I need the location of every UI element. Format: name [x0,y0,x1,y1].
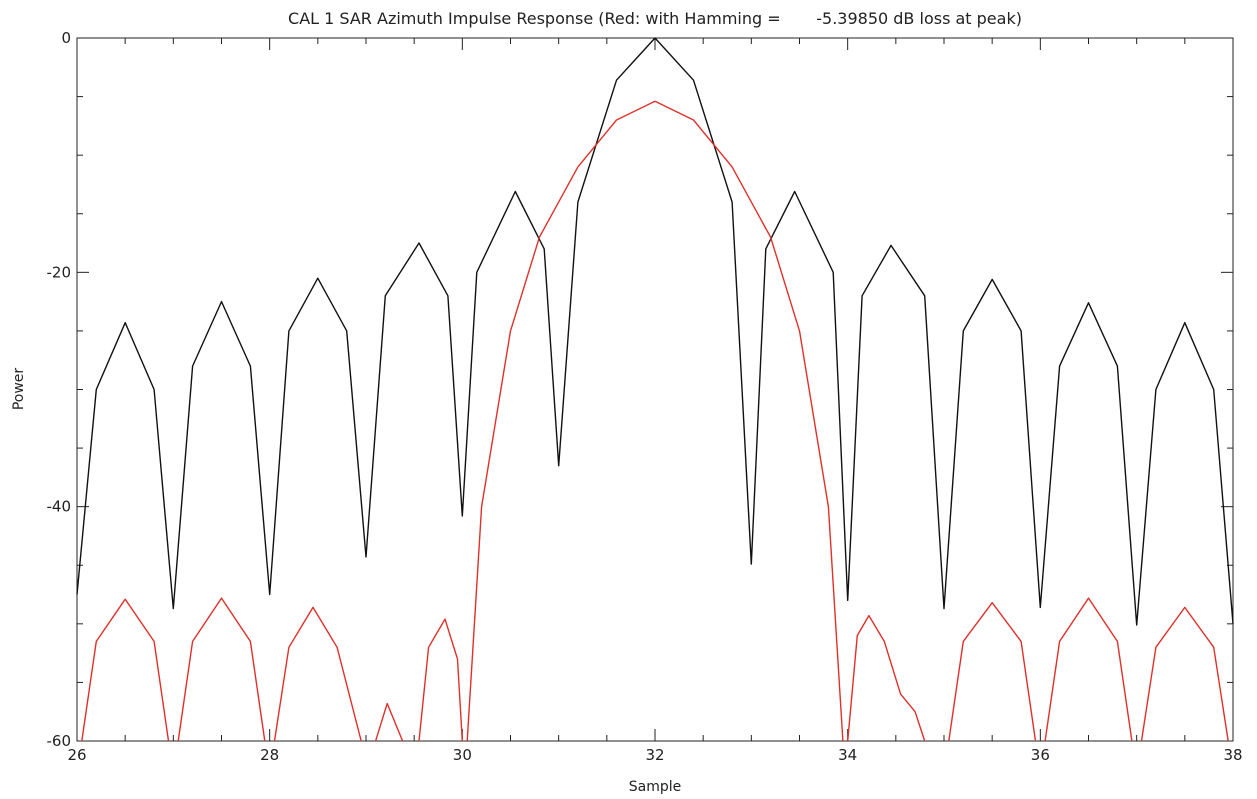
series-red-line [948,602,1037,742]
x-tick-label: 30 [453,746,472,764]
x-tick-label: 38 [1223,746,1242,764]
series-red-line [177,597,266,742]
series-layer [76,37,1234,742]
x-tick-label: 36 [1031,746,1050,764]
x-tick-label: 34 [838,746,857,764]
series-red-line [374,702,404,742]
x-tick-label: 32 [645,746,664,764]
x-tick-label: 26 [67,746,86,764]
x-tick-label: 28 [260,746,279,764]
y-tick-label: -20 [47,263,72,281]
series-red-line [81,598,170,742]
chart-title: CAL 1 SAR Azimuth Impulse Response (Red:… [288,9,1022,28]
series-black-line [76,37,1234,626]
series-red-line [418,618,463,742]
series-red-line [466,100,844,742]
axis-ticks [76,37,1234,742]
x-axis-title: Sample [629,779,682,795]
y-axis-title: Power [11,368,27,411]
series-red-line [273,606,362,742]
plot-frame [76,37,1234,742]
series-red-line [847,614,926,742]
series-red-line [1044,597,1133,742]
tick-labels: 26 28 30 32 34 36 38 0 -20 -40 -60 [47,29,1243,764]
series-red-line [1140,606,1229,742]
y-tick-label: 0 [61,29,71,47]
y-tick-label: -40 [47,498,72,516]
y-tick-label: -60 [47,732,72,750]
